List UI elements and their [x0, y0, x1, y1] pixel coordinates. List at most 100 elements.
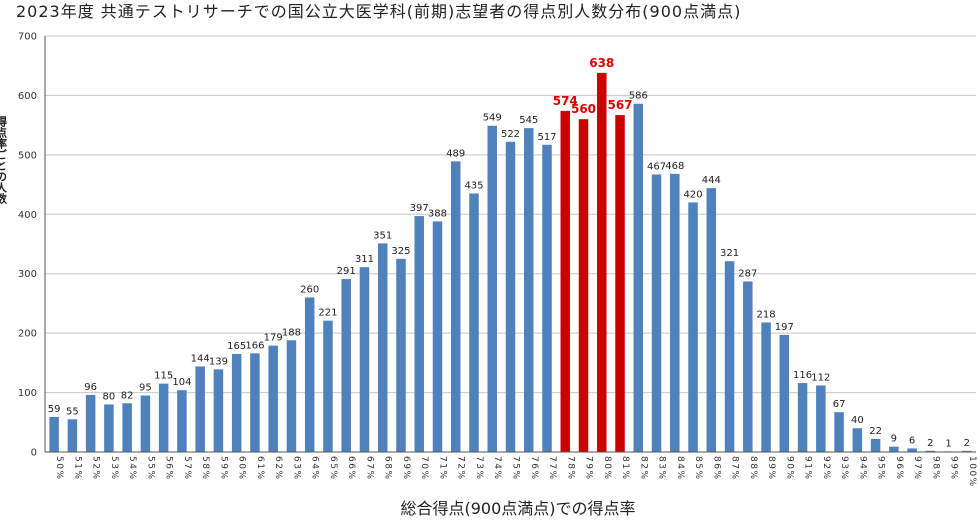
bar-64pct	[304, 297, 315, 452]
data-label: 179	[264, 333, 283, 344]
data-label: 638	[589, 56, 614, 70]
data-label: 139	[209, 356, 228, 367]
data-label: 291	[337, 266, 356, 277]
x-tick-label: 53%	[109, 456, 119, 481]
bar-52pct	[85, 394, 96, 452]
y-tick-label: 400	[18, 210, 37, 221]
data-label: 104	[172, 377, 191, 388]
bar-66pct	[341, 279, 351, 452]
bar-62pct	[268, 345, 278, 452]
data-label: 144	[191, 353, 210, 364]
x-tick-label: 78%	[565, 456, 575, 481]
x-tick-label: 92%	[821, 456, 831, 481]
data-label: 55	[66, 406, 79, 417]
data-label: 522	[501, 129, 520, 140]
data-label: 467	[647, 161, 666, 172]
data-label: 80	[103, 391, 116, 402]
data-label: 517	[537, 132, 556, 143]
x-tick-label: 70%	[419, 456, 429, 481]
x-tick-label: 98%	[930, 456, 940, 481]
bar-84pct	[670, 173, 680, 453]
bar-63pct	[286, 340, 297, 452]
x-tick-label: 79%	[584, 456, 594, 481]
bar-53pct	[104, 404, 114, 452]
bar-77pct	[542, 144, 552, 453]
data-label: 112	[811, 372, 830, 383]
x-tick-label: 75%	[511, 456, 521, 481]
bar-85pct	[688, 202, 698, 452]
bar-98pct	[925, 450, 936, 452]
bar-88pct	[743, 281, 753, 452]
data-label: 59	[48, 404, 61, 415]
bar-61pct	[250, 353, 260, 452]
data-label: 351	[373, 230, 392, 241]
x-tick-label: 60%	[237, 456, 247, 481]
bar-87pct	[724, 261, 735, 452]
x-tick-label: 50%	[54, 456, 64, 481]
x-tick-label: 67%	[364, 456, 374, 481]
bar-89pct	[761, 322, 771, 452]
x-tick-label: 66%	[346, 456, 356, 481]
bar-55pct	[140, 395, 151, 452]
data-label: 586	[629, 91, 648, 102]
x-tick-label: 72%	[456, 456, 466, 481]
data-label: 22	[869, 426, 882, 437]
bar-82pct	[633, 103, 644, 453]
y-tick-label: 0	[31, 448, 37, 459]
bar-79pct	[578, 119, 589, 452]
x-tick-label: 100%	[967, 456, 977, 488]
y-tick-label: 600	[18, 91, 37, 102]
data-label: 388	[428, 208, 447, 219]
bar-93pct	[834, 412, 844, 452]
x-tick-label: 90%	[784, 456, 794, 481]
x-tick-label: 54%	[127, 456, 137, 481]
bar-94pct	[852, 428, 863, 452]
data-label: 67	[833, 399, 846, 410]
data-label: 397	[410, 203, 429, 214]
x-tick-label: 69%	[401, 456, 411, 481]
x-tick-label: 96%	[894, 456, 904, 481]
x-tick-label: 52%	[91, 456, 101, 481]
data-label: 95	[139, 383, 152, 394]
bar-73pct	[469, 193, 479, 452]
x-tick-label: 81%	[620, 456, 630, 481]
x-tick-label: 64%	[310, 456, 320, 481]
data-label: 311	[355, 254, 374, 265]
x-tick-label: 83%	[657, 456, 667, 481]
bar-91pct	[797, 383, 808, 452]
data-label: 560	[571, 102, 596, 116]
bar-70pct	[414, 216, 424, 452]
x-tick-label: 51%	[72, 456, 82, 481]
y-tick-label: 500	[18, 150, 37, 161]
data-label: 444	[702, 175, 721, 186]
y-tick-label: 100	[18, 388, 37, 399]
x-tick-label: 57%	[182, 456, 192, 481]
bar-96pct	[889, 446, 899, 452]
bar-74pct	[487, 125, 497, 452]
bar-75pct	[505, 141, 516, 453]
x-tick-label: 80%	[602, 456, 612, 481]
bar-50pct	[49, 416, 59, 452]
data-label: 2	[927, 438, 933, 449]
x-tick-label: 87%	[730, 456, 740, 481]
bar-90pct	[779, 334, 790, 452]
x-tick-label: 71%	[437, 456, 447, 481]
data-label: 166	[245, 340, 264, 351]
data-label: 420	[684, 189, 703, 200]
x-tick-label: 63%	[291, 456, 301, 481]
x-tick-label: 89%	[766, 456, 776, 481]
bar-92pct	[816, 385, 826, 452]
x-tick-label: 91%	[803, 456, 813, 481]
x-tick-label: 77%	[547, 456, 557, 481]
x-tick-label: 82%	[638, 456, 648, 481]
bar-51pct	[67, 419, 78, 452]
data-label: 260	[300, 284, 319, 295]
x-axis-label: 総合得点(900点満点)での得点率	[400, 499, 635, 518]
bar-71pct	[432, 221, 443, 452]
bar-100pct	[962, 450, 972, 452]
data-label: 116	[793, 370, 812, 381]
bar-54pct	[122, 403, 132, 452]
bar-83pct	[651, 174, 662, 452]
